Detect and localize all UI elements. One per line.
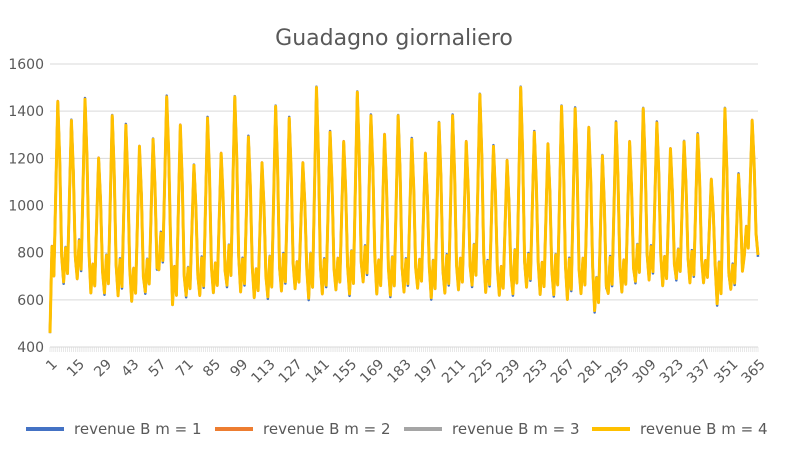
- x-tick-label: 15: [64, 356, 88, 380]
- x-tick-label: 267: [548, 356, 578, 386]
- legend-label-2: revenue B m = 2: [263, 420, 391, 438]
- x-tick-label: 281: [575, 356, 605, 386]
- x-tick-label: 99: [227, 356, 251, 380]
- legend-label-1: revenue B m = 1: [74, 420, 202, 438]
- y-tick-label: 600: [17, 293, 44, 309]
- x-tick-label: 253: [521, 356, 551, 386]
- legend-label-4: revenue B m = 4: [640, 420, 768, 438]
- x-tick-label: 29: [91, 356, 115, 380]
- y-tick-label: 1200: [8, 151, 44, 167]
- x-tick-label: 155: [330, 356, 360, 386]
- series-lines: [48, 85, 760, 334]
- x-tick-label: 127: [276, 356, 306, 386]
- x-axis-minor-ticks: [49, 347, 759, 352]
- x-tick-label: 337: [684, 356, 714, 386]
- x-tick-label: 323: [657, 356, 687, 386]
- x-tick-label: 169: [357, 356, 387, 386]
- x-tick-label: 295: [602, 356, 632, 386]
- x-tick-label: 351: [711, 356, 741, 386]
- y-tick-label: 1600: [8, 57, 44, 73]
- x-tick-label: 57: [146, 356, 170, 380]
- y-tick-label: 1400: [8, 104, 44, 120]
- legend: revenue B m = 1 revenue B m = 2 revenue B …: [26, 420, 768, 438]
- x-tick-label: 1: [43, 356, 61, 374]
- x-tick-label: 43: [119, 356, 143, 380]
- y-tick-label: 1000: [8, 199, 44, 215]
- x-tick-label: 197: [412, 356, 442, 386]
- y-tick-label: 400: [17, 340, 44, 356]
- legend-label-3: revenue B m = 3: [452, 420, 580, 438]
- x-tick-label: 225: [466, 356, 496, 386]
- y-tick-label: 800: [17, 246, 44, 262]
- x-tick-label: 309: [630, 356, 660, 386]
- x-tick-label: 141: [303, 356, 333, 386]
- x-tick-label: 211: [439, 356, 469, 386]
- x-tick-label: 113: [248, 356, 278, 386]
- x-tick-label: 85: [200, 356, 224, 380]
- x-axis-tick-labels: 1 15 29 43 57 71 85 991131271411551691831972112…: [43, 356, 769, 386]
- series-line-4: [48, 86, 760, 333]
- x-tick-label: 183: [385, 356, 415, 386]
- x-tick-label: 365: [739, 356, 769, 386]
- x-tick-label: 239: [493, 356, 523, 386]
- y-axis-tick-labels: 400 600 800 1000 1200 1400 1600: [8, 57, 44, 356]
- x-tick-label: 71: [173, 356, 197, 380]
- chart-title: Guadagno giornaliero: [275, 26, 513, 51]
